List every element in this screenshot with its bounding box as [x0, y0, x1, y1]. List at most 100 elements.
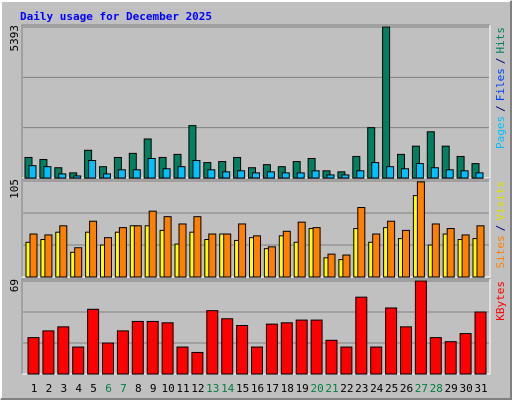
right-label-part: Files — [494, 68, 507, 101]
bar — [118, 227, 127, 278]
bar — [385, 307, 398, 375]
x-tick-label: 17 — [266, 382, 279, 395]
bar — [237, 170, 246, 179]
bar — [265, 323, 278, 375]
bar — [401, 168, 409, 179]
panel-bevel-dark — [21, 278, 490, 374]
bar — [161, 322, 174, 375]
bar — [132, 169, 141, 179]
bar — [116, 330, 129, 375]
bar — [221, 318, 234, 375]
bar — [310, 319, 323, 375]
x-tick-label: 1 — [31, 382, 38, 395]
x-tick-label: 25 — [385, 382, 398, 395]
bar — [267, 246, 276, 278]
x-tick-label: 21 — [325, 382, 338, 395]
bar — [253, 235, 261, 278]
bar — [176, 346, 189, 375]
y-tick-label: 5393 — [8, 25, 21, 52]
x-tick-label: 18 — [281, 382, 294, 395]
bar — [27, 337, 40, 375]
x-tick-label: 28 — [430, 382, 443, 395]
bar — [148, 210, 157, 278]
chart-title: Daily usage for December 2025 — [20, 10, 212, 23]
bar — [177, 166, 186, 179]
bar — [281, 172, 290, 179]
x-tick-label: 9 — [150, 382, 157, 395]
x-tick-label: 4 — [75, 382, 82, 395]
x-tick-label: 5 — [90, 382, 97, 395]
bar — [57, 326, 70, 375]
right-label: Pages / Files / Hits — [494, 27, 507, 149]
bar — [325, 339, 338, 375]
x-tick-label: 11 — [176, 382, 189, 395]
bar — [429, 337, 442, 375]
bar — [416, 181, 425, 278]
bar — [88, 160, 97, 179]
bar — [312, 227, 321, 278]
bar — [446, 228, 455, 278]
bar — [444, 341, 457, 375]
right-label: Sites / Visits — [494, 181, 507, 269]
bar — [192, 160, 201, 179]
bar — [44, 234, 53, 278]
right-label-part: Hits — [494, 27, 507, 54]
x-tick-label: 2 — [46, 382, 53, 395]
bar — [342, 254, 351, 278]
bar — [206, 310, 219, 375]
panel-bevel-dark — [21, 24, 490, 178]
bar — [311, 170, 320, 179]
bar — [382, 26, 391, 179]
x-tick-label: 30 — [459, 382, 472, 395]
bar — [251, 346, 263, 375]
bar — [59, 225, 68, 278]
x-tick-label: 8 — [135, 382, 142, 395]
bar — [370, 346, 383, 375]
bar — [341, 174, 350, 179]
x-tick-label: 24 — [370, 382, 384, 395]
bar — [340, 346, 353, 375]
bar — [356, 170, 365, 179]
bar — [28, 165, 37, 179]
right-label-part: / — [494, 225, 507, 232]
x-tick-label: 16 — [251, 382, 264, 395]
y-tick-label: 69 — [8, 279, 21, 292]
x-tick-label: 13 — [206, 382, 219, 395]
bar — [29, 233, 38, 278]
bar — [295, 319, 308, 375]
x-tick-label: 19 — [296, 382, 309, 395]
bar — [58, 173, 67, 179]
bar — [222, 171, 231, 179]
bar — [223, 233, 232, 278]
bar — [445, 169, 454, 179]
bar — [355, 296, 368, 375]
bar — [73, 175, 82, 179]
bar — [178, 223, 187, 278]
bar — [103, 173, 111, 179]
bar — [147, 157, 156, 179]
bar — [163, 216, 172, 278]
bar — [74, 247, 83, 278]
x-tick-label: 27 — [415, 382, 428, 395]
bar — [430, 167, 439, 179]
x-tick-label: 12 — [191, 382, 204, 395]
bar — [207, 169, 216, 179]
bar — [280, 322, 293, 375]
right-label-part: Visits — [494, 181, 507, 221]
bar — [266, 171, 275, 179]
bar — [431, 223, 440, 278]
bar — [297, 221, 306, 278]
bar — [400, 326, 412, 375]
bar — [238, 223, 247, 278]
x-tick-label: 10 — [161, 382, 174, 395]
bar — [402, 229, 410, 278]
bar — [387, 220, 396, 278]
bar — [327, 253, 336, 278]
x-tick-label: 26 — [400, 382, 413, 395]
right-label-part: Pages — [494, 116, 507, 149]
bar — [162, 168, 171, 179]
bar — [133, 225, 142, 278]
bar — [193, 216, 202, 278]
